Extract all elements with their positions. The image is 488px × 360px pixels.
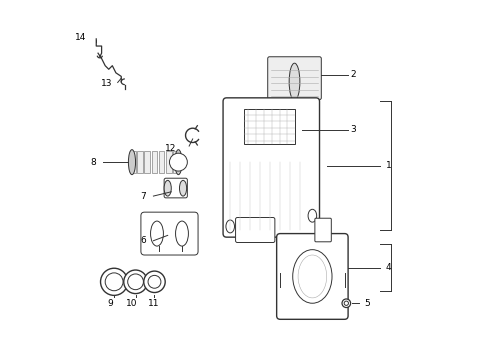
FancyBboxPatch shape	[314, 218, 331, 242]
Bar	[130, 152, 136, 173]
Circle shape	[148, 275, 161, 288]
Ellipse shape	[292, 249, 331, 303]
Text: 10: 10	[126, 299, 138, 308]
Text: 8: 8	[90, 158, 96, 167]
Text: 5: 5	[364, 299, 369, 308]
Bar	[144, 152, 150, 173]
FancyBboxPatch shape	[235, 217, 274, 243]
Ellipse shape	[175, 150, 182, 175]
Circle shape	[123, 270, 147, 294]
Ellipse shape	[288, 63, 299, 100]
Text: 7: 7	[140, 192, 146, 201]
Text: 11: 11	[147, 299, 159, 308]
Ellipse shape	[179, 180, 186, 196]
Ellipse shape	[150, 221, 163, 246]
Ellipse shape	[175, 221, 188, 246]
Circle shape	[127, 274, 143, 290]
Text: 14: 14	[75, 33, 86, 42]
Circle shape	[341, 299, 350, 307]
Circle shape	[101, 268, 127, 296]
FancyBboxPatch shape	[141, 212, 198, 255]
Circle shape	[169, 153, 187, 171]
Bar	[165, 152, 171, 173]
FancyBboxPatch shape	[276, 234, 347, 319]
Text: 6: 6	[140, 236, 146, 245]
Bar	[244, 109, 294, 144]
Bar	[137, 152, 143, 173]
Ellipse shape	[164, 180, 171, 196]
Circle shape	[143, 271, 165, 293]
Text: 1: 1	[385, 161, 390, 170]
Circle shape	[105, 273, 123, 291]
Bar	[173, 152, 179, 173]
Circle shape	[344, 301, 348, 305]
Ellipse shape	[298, 255, 326, 298]
Text: 9: 9	[107, 299, 113, 308]
Bar	[151, 152, 157, 173]
Ellipse shape	[128, 150, 135, 175]
Text: 2: 2	[349, 70, 355, 79]
Ellipse shape	[307, 209, 316, 222]
FancyBboxPatch shape	[223, 98, 319, 237]
Bar	[159, 152, 164, 173]
FancyBboxPatch shape	[267, 57, 321, 100]
Text: 3: 3	[349, 126, 355, 135]
Text: 4: 4	[385, 263, 390, 272]
Text: 13: 13	[101, 79, 112, 88]
Ellipse shape	[225, 220, 234, 233]
Text: 12: 12	[165, 144, 176, 153]
FancyBboxPatch shape	[164, 178, 187, 198]
